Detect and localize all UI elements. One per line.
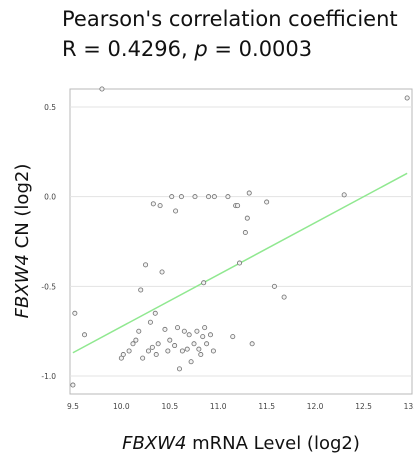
y-tick-label: 0.5 xyxy=(44,103,56,112)
y-tick-label: -0.5 xyxy=(41,282,56,291)
data-point xyxy=(140,355,146,361)
data-point xyxy=(126,348,132,354)
x-axis-title-rest: mRNA Level (log2) xyxy=(186,433,359,454)
data-point xyxy=(153,352,159,358)
data-point xyxy=(130,341,136,347)
data-point xyxy=(178,194,184,200)
data-point xyxy=(179,348,185,354)
x-tick-label: 10.0 xyxy=(113,402,130,411)
chart-title-line-2: R = 0.4296, p = 0.0003 xyxy=(62,37,312,61)
data-point xyxy=(175,325,181,331)
data-point xyxy=(145,348,151,354)
data-point xyxy=(211,194,217,200)
data-point xyxy=(188,359,194,365)
data-point xyxy=(70,382,76,388)
data-point xyxy=(149,344,155,350)
scatter-points xyxy=(70,86,410,388)
x-axis-title-gene: FBXW4 xyxy=(122,433,186,454)
data-point xyxy=(143,262,149,268)
data-point xyxy=(200,334,206,340)
data-point xyxy=(184,346,190,352)
data-point xyxy=(138,287,144,293)
y-axis-title: FBXW4 CN (log2) xyxy=(12,164,33,319)
data-point xyxy=(192,194,198,200)
data-point xyxy=(249,341,255,347)
x-tick-label: 12.0 xyxy=(307,402,324,411)
data-point xyxy=(147,319,153,325)
data-point xyxy=(176,366,182,372)
data-point xyxy=(404,95,410,101)
y-axis-title-gene: FBXW4 xyxy=(12,254,33,318)
data-point xyxy=(246,190,252,196)
data-point xyxy=(136,328,142,334)
chart-title-r-value: R = 0.4296, xyxy=(62,37,194,61)
x-tick-label: 11.0 xyxy=(210,402,227,411)
chart-title-line-1: Pearson's correlation coefficient xyxy=(62,7,398,31)
data-point xyxy=(196,346,202,352)
data-point xyxy=(181,328,187,334)
data-point xyxy=(152,310,158,316)
data-point xyxy=(198,352,204,358)
data-point xyxy=(162,326,168,332)
x-tick-label: 13.0 xyxy=(404,402,414,411)
data-point xyxy=(225,194,231,200)
data-point xyxy=(150,201,156,207)
data-point xyxy=(235,203,241,209)
y-axis-title-rest: CN (log2) xyxy=(12,164,33,254)
x-tick-label: 12.5 xyxy=(355,402,372,411)
data-point xyxy=(120,352,126,358)
data-point xyxy=(99,86,105,92)
data-point xyxy=(341,192,347,198)
data-point xyxy=(155,341,161,347)
data-point xyxy=(242,230,248,236)
x-tick-labels: 9.5 10.0 10.5 11.0 11.5 12.0 12.5 13.0 xyxy=(67,402,414,411)
y-tick-label: 0.0 xyxy=(44,193,56,202)
data-point xyxy=(172,343,178,349)
y-tick-labels: 0.5 0.0 -0.5 -1.0 xyxy=(41,103,56,381)
data-point xyxy=(133,337,139,343)
data-point xyxy=(82,332,88,338)
data-point xyxy=(201,280,207,286)
chart-title-p-symbol: p xyxy=(193,37,207,61)
x-tick-label: 11.5 xyxy=(258,402,275,411)
data-point xyxy=(230,334,236,340)
data-point xyxy=(237,260,243,266)
x-tick-label: 9.5 xyxy=(67,402,79,411)
data-point xyxy=(202,325,208,331)
data-point xyxy=(167,337,173,343)
data-point xyxy=(159,269,165,275)
data-point xyxy=(204,341,210,347)
data-point xyxy=(194,328,200,334)
data-point xyxy=(157,203,163,209)
y-gridlines xyxy=(70,106,412,377)
data-point xyxy=(186,332,192,338)
data-point xyxy=(169,194,175,200)
data-point xyxy=(173,208,179,214)
data-point xyxy=(165,348,171,354)
data-point xyxy=(244,215,250,221)
data-point xyxy=(207,332,213,338)
plot-area-frame xyxy=(69,88,413,395)
chart-title-p-value: = 0.0003 xyxy=(208,37,312,61)
y-tick-label: -1.0 xyxy=(41,372,56,381)
data-point xyxy=(210,348,216,354)
data-point xyxy=(264,199,270,205)
x-tick-label: 10.5 xyxy=(161,402,178,411)
data-point xyxy=(281,294,287,300)
data-point xyxy=(271,283,277,289)
data-point xyxy=(206,194,212,200)
data-point xyxy=(72,310,78,316)
data-point xyxy=(191,341,197,347)
x-axis-title: FBXW4 mRNA Level (log2) xyxy=(122,433,360,454)
